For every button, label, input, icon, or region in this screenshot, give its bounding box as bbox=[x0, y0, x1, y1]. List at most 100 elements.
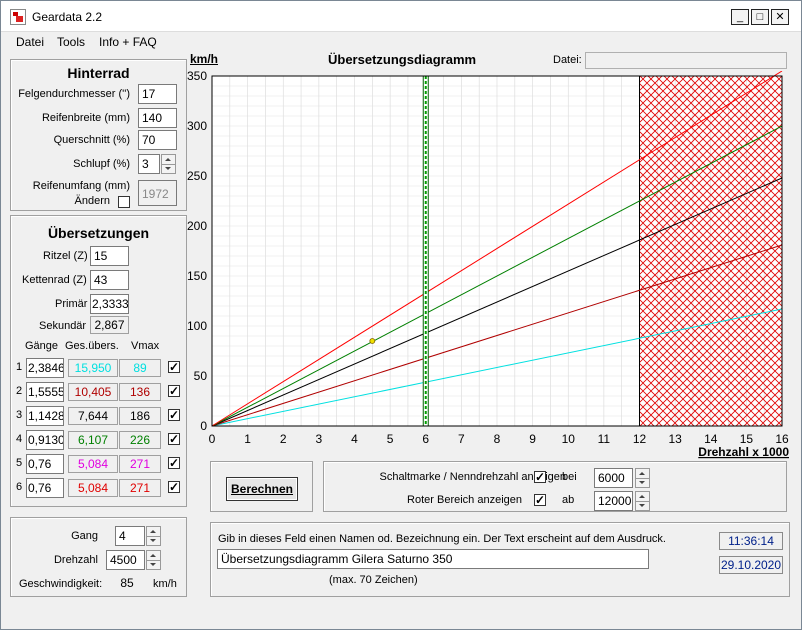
schaltmarke-checkbox[interactable]: ✓ bbox=[534, 470, 546, 484]
primaer-label: Primär bbox=[55, 298, 88, 310]
x-tick-label: 5 bbox=[387, 432, 394, 446]
time-display: 11:36:14 bbox=[719, 532, 783, 550]
col-vmax: Vmax bbox=[131, 340, 160, 352]
roter-bereich-checkbox[interactable]: ✓ bbox=[534, 493, 546, 507]
kettenrad-label: Kettenrad (Z) bbox=[22, 274, 87, 286]
kettenrad-input[interactable]: 43 bbox=[90, 270, 129, 290]
hinterrad-panel: Hinterrad Felgendurchmesser ('') 17 Reif… bbox=[10, 59, 187, 211]
x-tick-label: 12 bbox=[633, 432, 647, 446]
gear-line-5 bbox=[211, 71, 783, 427]
reifenbreite-input[interactable]: 140 bbox=[138, 108, 177, 128]
reifenbreite-label: Reifenbreite (mm) bbox=[41, 112, 130, 124]
ab-spinner[interactable] bbox=[635, 491, 650, 511]
bei-spinner[interactable] bbox=[635, 468, 650, 488]
maximize-button[interactable]: □ bbox=[751, 9, 769, 25]
y-tick-label: 300 bbox=[187, 119, 207, 133]
gear-vmax-value: 271 bbox=[119, 455, 161, 473]
bezeichnung-hint: Gib in dieses Feld einen Namen od. Bezei… bbox=[218, 533, 666, 545]
ab-input[interactable]: 12000 bbox=[594, 491, 633, 511]
gear-visible-checkbox[interactable]: ✓ bbox=[168, 408, 180, 422]
current-point bbox=[369, 338, 376, 344]
gear-visible-checkbox[interactable]: ✓ bbox=[168, 480, 180, 494]
gear-ratio-input[interactable]: 1,55555 bbox=[26, 382, 64, 402]
schlupf-label: Schlupf (%) bbox=[73, 158, 130, 170]
x-tick-label: 1 bbox=[244, 432, 251, 446]
gear-visible-checkbox[interactable]: ✓ bbox=[168, 360, 180, 374]
y-tick-label: 200 bbox=[187, 219, 207, 233]
menu-tools[interactable]: Tools bbox=[57, 35, 86, 49]
felgendurchmesser-input[interactable]: 17 bbox=[138, 84, 177, 104]
ab-label: ab bbox=[562, 494, 575, 506]
schlupf-spinner[interactable] bbox=[161, 154, 176, 174]
date-display: 29.10.2020 bbox=[719, 556, 783, 574]
gear-number: 2 bbox=[16, 385, 23, 397]
minimize-button[interactable]: _ bbox=[731, 9, 749, 25]
gang-panel: Gang 4 Drehzahl 4500 Geschwindigkeit: 85… bbox=[10, 517, 187, 597]
drehzahl-input[interactable]: 4500 bbox=[106, 550, 145, 570]
gear-ratio-input[interactable]: 0,91304 bbox=[26, 430, 64, 450]
ritzel-input[interactable]: 15 bbox=[90, 246, 129, 266]
uebersetzungen-heading: Übersetzungen bbox=[47, 225, 150, 241]
x-tick-label: 10 bbox=[562, 432, 576, 446]
drehzahl-label: Drehzahl bbox=[53, 554, 98, 566]
x-tick-label: 6 bbox=[422, 432, 429, 446]
gear-line-3 bbox=[211, 177, 783, 427]
gear-ratio-input[interactable]: 2,38461 bbox=[26, 358, 64, 378]
gear-vmax-value: 136 bbox=[119, 383, 161, 401]
gang-spinner[interactable] bbox=[146, 526, 161, 546]
gear-number: 6 bbox=[16, 481, 23, 493]
chart-title: Übersetzungsdiagramm bbox=[328, 52, 477, 67]
x-tick-label: 16 bbox=[775, 432, 789, 446]
gang-input[interactable]: 4 bbox=[115, 526, 145, 546]
hinterrad-heading: Hinterrad bbox=[67, 65, 130, 81]
red-zone bbox=[639, 75, 783, 427]
geschwindigkeit-value: 85 bbox=[120, 576, 134, 590]
chart-y-unit: km/h bbox=[190, 52, 219, 66]
gear-visible-checkbox[interactable]: ✓ bbox=[168, 456, 180, 470]
x-tick-label: 7 bbox=[458, 432, 465, 446]
drehzahl-spinner[interactable] bbox=[146, 550, 161, 570]
gear-visible-checkbox[interactable]: ✓ bbox=[168, 384, 180, 398]
gear-number: 1 bbox=[16, 361, 23, 373]
close-button[interactable]: ✕ bbox=[771, 9, 789, 25]
x-tick-label: 3 bbox=[316, 432, 323, 446]
gear-number: 4 bbox=[16, 433, 23, 445]
gear-gesamt-value: 15,950 bbox=[68, 359, 118, 377]
aendern-checkbox[interactable] bbox=[118, 196, 130, 208]
anzeige-panel: Schaltmarke / Nenndrehzahl anzeigen ✓ be… bbox=[323, 461, 787, 512]
gear-vmax-value: 271 bbox=[119, 479, 161, 497]
gear-gesamt-value: 6,107 bbox=[68, 431, 118, 449]
x-tick-label: 14 bbox=[704, 432, 718, 446]
gear-ratio-input[interactable]: 1,14285 bbox=[26, 406, 64, 426]
x-tick-label: 4 bbox=[351, 432, 358, 446]
primaer-input[interactable]: 2,33333 bbox=[90, 294, 129, 314]
berechnen-panel: Berechnen bbox=[210, 461, 313, 512]
schlupf-input[interactable]: 3 bbox=[138, 154, 160, 174]
menu-datei[interactable]: Datei bbox=[16, 35, 45, 49]
geschwindigkeit-label: Geschwindigkeit: bbox=[19, 578, 103, 590]
gear-visible-checkbox[interactable]: ✓ bbox=[168, 432, 180, 446]
gear-line-2 bbox=[211, 244, 783, 427]
datei-label: Datei: bbox=[553, 54, 582, 66]
y-tick-label: 100 bbox=[187, 319, 207, 333]
menu-info-faq[interactable]: Info + FAQ bbox=[99, 35, 157, 49]
x-tick-label: 9 bbox=[529, 432, 536, 446]
x-tick-label: 0 bbox=[209, 432, 216, 446]
querschnitt-input[interactable]: 70 bbox=[138, 130, 177, 150]
title-bar: Geardata 2.2 _ □ ✕ bbox=[1, 1, 801, 32]
gear-ratio-input[interactable]: 0,76 bbox=[26, 454, 64, 474]
geschwindigkeit-unit: km/h bbox=[153, 578, 177, 590]
menu-bar: Datei Tools Info + FAQ bbox=[1, 32, 801, 52]
bei-input[interactable]: 6000 bbox=[594, 468, 633, 488]
datei-field bbox=[585, 52, 787, 69]
plot-border bbox=[211, 75, 783, 427]
bezeichnung-input[interactable]: Übersetzungsdiagramm Gilera Saturno 350 bbox=[217, 549, 649, 569]
window-title: Geardata 2.2 bbox=[32, 10, 103, 24]
x-tick-label: 11 bbox=[598, 432, 611, 446]
gear-ratio-input[interactable]: 0,76 bbox=[26, 478, 64, 498]
gear-gesamt-value: 5,084 bbox=[68, 455, 118, 473]
gear-number: 5 bbox=[16, 457, 23, 469]
x-tick-label: 2 bbox=[280, 432, 287, 446]
berechnen-button[interactable]: Berechnen bbox=[226, 477, 298, 501]
